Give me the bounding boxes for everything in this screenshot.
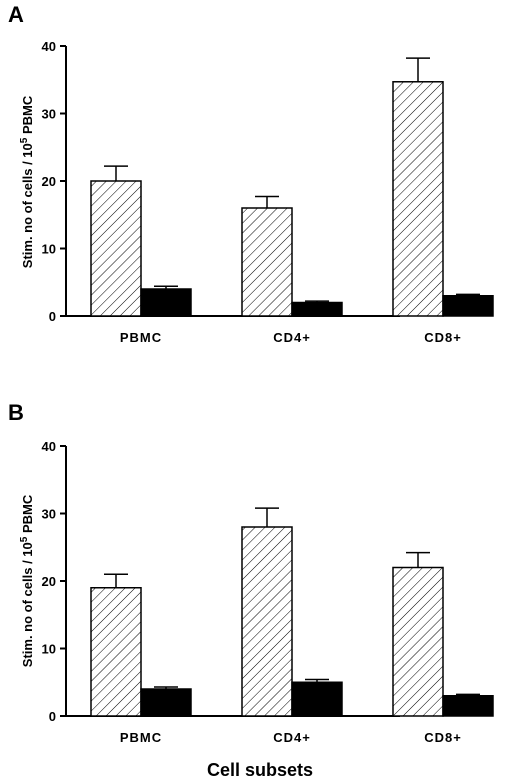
y-tick-label-a-4: 40 [42, 39, 56, 54]
category-label-a-2: CD8+ [424, 330, 462, 345]
category-label-b-2: CD8+ [424, 730, 462, 745]
y-axis-label-b: Stim. no of cells / 105 PBMC [19, 494, 36, 667]
bar-b-0-1 [140, 688, 192, 717]
y-axis-label-a: Stim. no of cells / 105 PBMC [19, 95, 36, 268]
bar-b-2-1 [442, 695, 494, 717]
y-tick-label-a-2: 20 [42, 174, 56, 189]
bar-a-2-1 [442, 295, 494, 317]
y-tick-label-a-1: 10 [42, 242, 56, 257]
y-tick-label-b-0: 0 [49, 709, 56, 724]
y-ticks-a: 0 10 20 30 40 [42, 39, 66, 324]
panel-a: A Stim. no of cells / 105 PBMC 0 10 20 30 40… [8, 2, 494, 345]
y-tick-label-b-1: 10 [42, 642, 56, 657]
bar-b-2-0 [392, 566, 444, 717]
bar-b-1-1 [291, 681, 343, 717]
category-labels-b: PBMC CD4+ CD8+ [120, 730, 462, 745]
category-label-b-1: CD4+ [273, 730, 311, 745]
bar-a-1-0 [241, 207, 293, 317]
y-tick-label-b-3: 30 [42, 507, 56, 522]
y-tick-label-b-4: 40 [42, 439, 56, 454]
y-tick-label-b-2: 20 [42, 574, 56, 589]
y-ticks-b: 0 10 20 30 40 [42, 439, 66, 724]
bar-b-1-0 [241, 526, 293, 717]
y-tick-label-a-3: 30 [42, 107, 56, 122]
bars-b [90, 507, 494, 717]
panel-letter-a: A [8, 2, 24, 27]
category-labels-a: PBMC CD4+ CD8+ [120, 330, 462, 345]
y-tick-label-a-0: 0 [49, 309, 56, 324]
category-label-b-0: PBMC [120, 730, 162, 745]
x-axis-label: Cell subsets [207, 760, 313, 780]
panel-letter-b: B [8, 400, 24, 425]
category-label-a-1: CD4+ [273, 330, 311, 345]
category-label-a-0: PBMC [120, 330, 162, 345]
bar-a-1-1 [291, 301, 343, 317]
bar-a-2-0 [392, 81, 444, 317]
bars-a [90, 57, 494, 317]
panel-b: B Stim. no of cells / 105 PBMC 0 10 20 30 40… [8, 400, 494, 745]
bar-a-0-0 [90, 180, 142, 317]
bar-b-0-0 [90, 587, 142, 717]
bar-a-0-1 [140, 288, 192, 317]
